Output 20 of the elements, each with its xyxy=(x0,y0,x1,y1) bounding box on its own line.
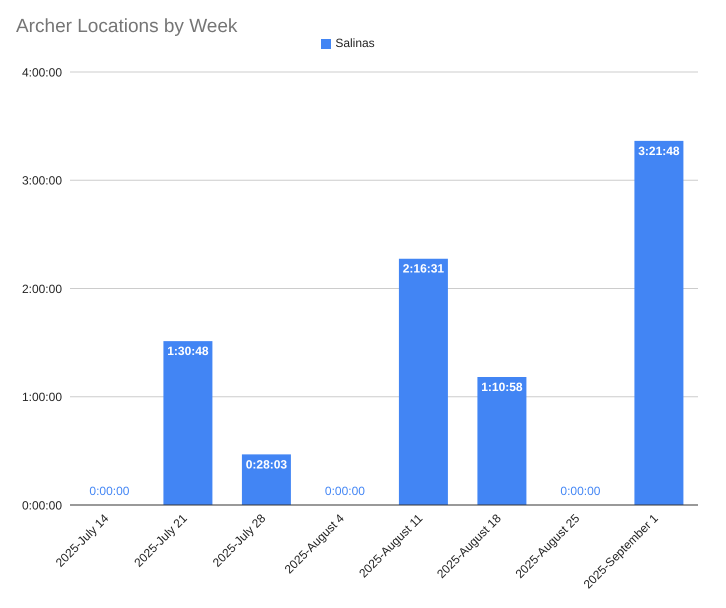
y-tick-label: 1:00:00 xyxy=(22,390,62,404)
data-label: 2:16:31 xyxy=(402,262,444,276)
bar xyxy=(398,258,448,505)
y-tick-label: 3:00:00 xyxy=(22,174,62,188)
data-label: 0:00:00 xyxy=(89,484,130,498)
data-label: 1:30:48 xyxy=(167,344,209,358)
y-tick-label: 4:00:00 xyxy=(22,65,62,80)
legend-label: Salinas xyxy=(335,36,375,50)
chart-title: Archer Locations by Week xyxy=(16,16,238,38)
bar xyxy=(242,454,291,505)
data-label: 0:00:00 xyxy=(324,484,366,498)
data-label: 0:28:03 xyxy=(246,457,288,472)
data-label: 3:21:48 xyxy=(638,144,680,158)
bar xyxy=(163,341,212,505)
y-tick-label: 2:00:00 xyxy=(22,282,62,296)
y-tick-label: 0:00:00 xyxy=(22,498,62,512)
bar xyxy=(477,376,526,505)
bar xyxy=(634,140,684,505)
data-label: 0:00:00 xyxy=(560,484,601,498)
data-label: 1:10:58 xyxy=(481,380,523,394)
